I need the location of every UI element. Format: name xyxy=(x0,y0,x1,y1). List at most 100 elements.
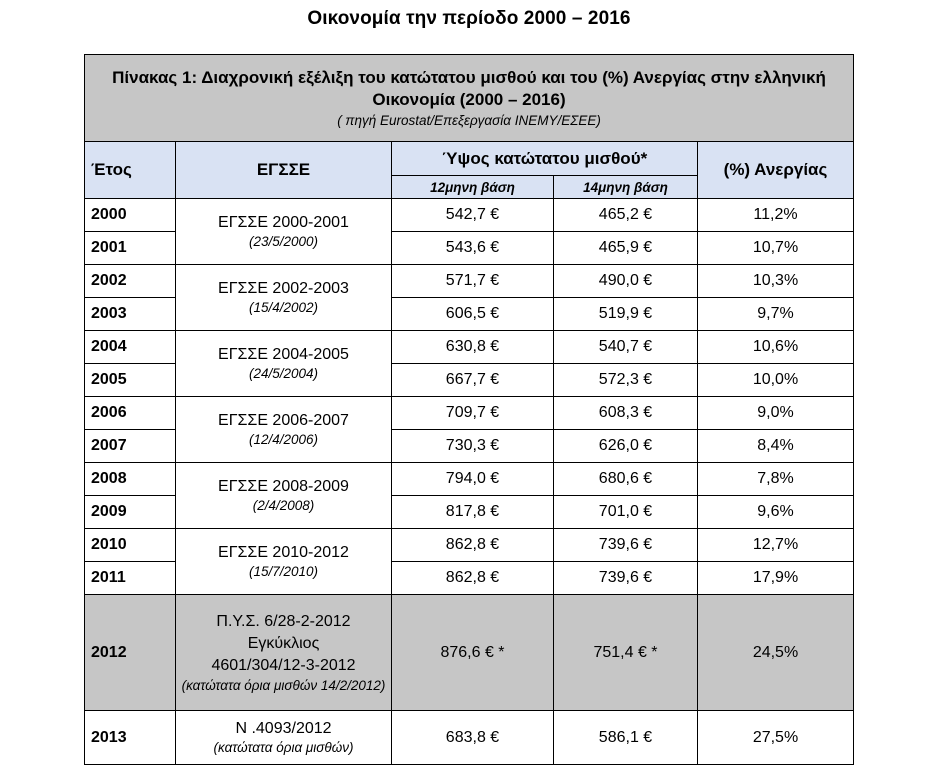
unemployment-cell: 10,3% xyxy=(696,264,855,298)
egsse-name: ΕΓΣΣΕ 2010-2012 xyxy=(218,543,349,561)
egsse-line: Ν .4093/2012 xyxy=(235,719,332,737)
wage-12-cell: 542,7 € xyxy=(391,198,554,232)
wage-14-cell: 490,0 € xyxy=(553,264,698,298)
wage-12-cell: 730,3 € xyxy=(391,429,554,463)
egsse-name: ΕΓΣΣΕ 2006-2007 xyxy=(218,411,349,429)
egsse-note: (κατώτατα όρια μισθών) xyxy=(213,739,354,755)
wage-14-cell: 519,9 € xyxy=(553,297,698,331)
table-row-2013: 2013 Ν .4093/2012 (κατώτατα όρια μισθών)… xyxy=(84,710,855,765)
wage-14-cell: 540,7 € xyxy=(553,330,698,364)
wage-12-cell: 667,7 € xyxy=(391,363,554,397)
unemployment-cell: 9,7% xyxy=(696,297,855,331)
wage-14-cell: 701,0 € xyxy=(553,495,698,529)
egsse-line: 4601/304/12-3-2012 xyxy=(211,656,356,674)
year-cell: 2007 xyxy=(84,429,176,463)
table-caption-title: Πίνακας 1: Διαχρονική εξέλιξη του κατώτα… xyxy=(112,67,826,109)
wage-12-cell: 683,8 € xyxy=(391,710,554,765)
unemployment-cell: 11,2% xyxy=(696,198,855,232)
year-cell: 2006 xyxy=(84,396,176,430)
table-row-2012: 2012 Π.Υ.Σ. 6/28-2-2012 Εγκύκλιος 4601/3… xyxy=(84,594,855,711)
table-caption-source: ( πηγή Eurostat/Επεξεργασία ΙΝΕΜΥ/ΕΣΕΕ) xyxy=(337,112,601,128)
wage-14-cell: 739,6 € xyxy=(553,528,698,562)
table-row: 2000 ΕΓΣΣΕ 2000-2001 (23/5/2000) 542,7 €465… xyxy=(84,198,855,265)
wage-unemployment-table: Πίνακας 1: Διαχρονική εξέλιξη του κατώτα… xyxy=(83,54,855,765)
unemployment-cell: 10,7% xyxy=(696,231,855,265)
unemployment-cell: 24,5% xyxy=(696,594,855,711)
egsse-name: ΕΓΣΣΕ 2000-2001 xyxy=(218,213,349,231)
egsse-name: ΕΓΣΣΕ 2008-2009 xyxy=(218,477,349,495)
year-cell: 2001 xyxy=(84,231,176,265)
egsse-line: Π.Υ.Σ. 6/28-2-2012 xyxy=(216,612,351,630)
unemployment-cell: 12,7% xyxy=(696,528,855,562)
wage-14-cell: 751,4 € * xyxy=(553,594,698,711)
egsse-date: (15/4/2002) xyxy=(248,299,319,315)
table-row: 2011 862,8 €739,6 €17,9% xyxy=(84,561,855,595)
egsse-date: (2/4/2008) xyxy=(252,497,315,513)
wage-14-cell: 465,9 € xyxy=(553,231,698,265)
wage-12-cell: 876,6 € * xyxy=(391,594,554,711)
table-row: 2007 730,3 €626,0 €8,4% xyxy=(84,429,855,463)
table-row: 2005 667,7 €572,3 €10,0% xyxy=(84,363,855,397)
wage-12-cell: 862,8 € xyxy=(391,561,554,595)
egsse-cell: ΕΓΣΣΕ 2008-2009 (2/4/2008) xyxy=(175,462,392,529)
year-cell: 2010 xyxy=(84,528,176,562)
table-caption: Πίνακας 1: Διαχρονική εξέλιξη του κατώτα… xyxy=(83,54,855,142)
table-row: 2003 606,5 €519,9 €9,7% xyxy=(84,297,855,331)
egsse-name: ΕΓΣΣΕ 2004-2005 xyxy=(218,345,349,363)
unemployment-cell: 17,9% xyxy=(696,561,855,595)
header-wage-12-month: 12μηνη βάση xyxy=(391,175,554,199)
egsse-cell: Ν .4093/2012 (κατώτατα όρια μισθών) xyxy=(175,710,392,765)
year-cell: 2005 xyxy=(84,363,176,397)
wage-12-cell: 862,8 € xyxy=(391,528,554,562)
egsse-cell: ΕΓΣΣΕ 2010-2012 (15/7/2010) xyxy=(175,528,392,595)
egsse-date: (24/5/2004) xyxy=(248,365,319,381)
year-cell: 2004 xyxy=(84,330,176,364)
egsse-line: Εγκύκλιος xyxy=(247,634,320,652)
header-minimum-wage: Ύψος κατώτατου μισθού* xyxy=(391,141,698,176)
year-cell: 2003 xyxy=(84,297,176,331)
egsse-cell: ΕΓΣΣΕ 2006-2007 (12/4/2006) xyxy=(175,396,392,463)
table-row: 2009 817,8 €701,0 €9,6% xyxy=(84,495,855,529)
wage-14-cell: 739,6 € xyxy=(553,561,698,595)
table-row: 2002 ΕΓΣΣΕ 2002-2003 (15/4/2002) 571,7 €490… xyxy=(84,264,855,331)
unemployment-cell: 7,8% xyxy=(696,462,855,496)
egsse-cell: Π.Υ.Σ. 6/28-2-2012 Εγκύκλιος 4601/304/12… xyxy=(175,594,392,711)
wage-12-cell: 571,7 € xyxy=(391,264,554,298)
table-row: 2008 ΕΓΣΣΕ 2008-2009 (2/4/2008) 794,0 €680,… xyxy=(84,462,855,529)
wage-12-cell: 709,7 € xyxy=(391,396,554,430)
table-row: 2001 543,6 €465,9 €10,7% xyxy=(84,231,855,265)
header-egsse: ΕΓΣΣΕ xyxy=(175,141,392,199)
wage-12-cell: 794,0 € xyxy=(391,462,554,496)
wage-14-cell: 626,0 € xyxy=(553,429,698,463)
egsse-cell: ΕΓΣΣΕ 2002-2003 (15/4/2002) xyxy=(175,264,392,331)
wage-12-cell: 630,8 € xyxy=(391,330,554,364)
unemployment-cell: 8,4% xyxy=(696,429,855,463)
table-row: 2004 ΕΓΣΣΕ 2004-2005 (24/5/2004) 630,8 €540… xyxy=(84,330,855,397)
year-cell: 2002 xyxy=(84,264,176,298)
table-row: 2006 ΕΓΣΣΕ 2006-2007 (12/4/2006) 709,7 €608… xyxy=(84,396,855,463)
wage-14-cell: 680,6 € xyxy=(553,462,698,496)
egsse-cell: ΕΓΣΣΕ 2004-2005 (24/5/2004) xyxy=(175,330,392,397)
unemployment-cell: 27,5% xyxy=(696,710,855,765)
table-row: 2010 ΕΓΣΣΕ 2010-2012 (15/7/2010) 862,8 €739… xyxy=(84,528,855,595)
year-cell: 2011 xyxy=(84,561,176,595)
unemployment-cell: 10,0% xyxy=(696,363,855,397)
egsse-cell: ΕΓΣΣΕ 2000-2001 (23/5/2000) xyxy=(175,198,392,265)
wage-12-cell: 817,8 € xyxy=(391,495,554,529)
wage-14-cell: 572,3 € xyxy=(553,363,698,397)
wage-14-cell: 586,1 € xyxy=(553,710,698,765)
egsse-date: (12/4/2006) xyxy=(248,431,319,447)
unemployment-cell: 10,6% xyxy=(696,330,855,364)
egsse-note: (κατώτατα όρια μισθών 14/2/2012) xyxy=(181,677,386,693)
header-unemployment: (%) Ανεργίας xyxy=(696,141,855,199)
egsse-name: ΕΓΣΣΕ 2002-2003 xyxy=(218,279,349,297)
egsse-date: (15/7/2010) xyxy=(248,563,319,579)
wage-14-cell: 608,3 € xyxy=(553,396,698,430)
wage-12-cell: 606,5 € xyxy=(391,297,554,331)
egsse-date: (23/5/2000) xyxy=(248,233,319,249)
year-cell: 2013 xyxy=(84,710,176,765)
unemployment-cell: 9,6% xyxy=(696,495,855,529)
year-cell: 2009 xyxy=(84,495,176,529)
header-year: Έτος xyxy=(84,141,176,199)
wage-14-cell: 465,2 € xyxy=(553,198,698,232)
